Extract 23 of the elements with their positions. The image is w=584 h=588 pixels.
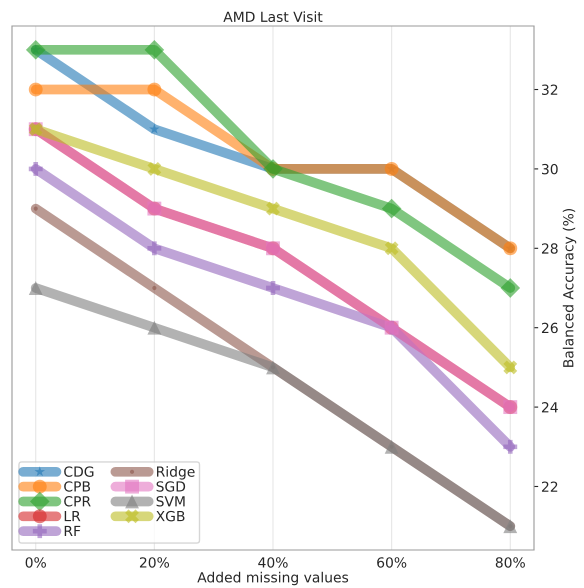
legend-label: Ridge [157,466,195,480]
y-tick-label: 26 [542,322,558,334]
legend-label: RF [64,526,80,536]
x-tick-label: 20% [140,557,170,568]
legend-label: SGD [156,481,186,492]
y-axis-title: Balanced Accuracy (%) [562,208,576,367]
y-tick-label: 22 [542,481,558,492]
y-tick-label: 28 [542,243,558,254]
x-tick-label: 40% [258,557,288,568]
legend-label: LR [64,511,80,522]
legend-label: CDG [64,466,94,477]
legend-label: XGB [156,510,184,522]
chart-title: AMD Last Visit [223,11,322,22]
x-tick-label: 0% [26,557,46,568]
y-tick-label: 30 [542,164,558,174]
legend-label: SVM [156,496,185,507]
x-tick-label: 60% [377,557,406,568]
x-axis-title: Added missing values [197,572,348,586]
y-tick-label: 32 [542,84,558,95]
y-tick-label: 24 [542,402,558,412]
x-tick-label: 80% [496,557,525,568]
legend-label: CPR [64,496,91,507]
legend-label: CPB [64,481,90,492]
